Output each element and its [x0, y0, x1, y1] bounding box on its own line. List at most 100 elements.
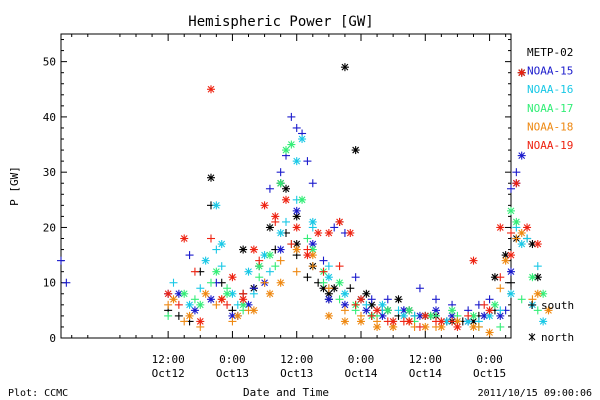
x-tick-label-time: 0:00	[476, 353, 503, 366]
point-noaa-17-north	[282, 146, 290, 155]
point-noaa-17-north	[383, 306, 392, 315]
point-noaa-16-north	[378, 300, 387, 309]
point-noaa-15-north	[207, 295, 215, 304]
point-noaa-17-south	[517, 295, 526, 304]
point-metp-02-north	[362, 289, 371, 298]
footer-plot-credit: Plot: CCMC	[8, 388, 68, 399]
point-noaa-16-south	[217, 262, 226, 271]
point-noaa-17-south	[496, 322, 505, 331]
point-noaa-17-north	[287, 140, 296, 149]
point-noaa-17-north	[212, 267, 221, 276]
point-noaa-15-south	[185, 251, 194, 260]
point-noaa-15-south	[485, 295, 494, 304]
point-noaa-19-south	[207, 234, 215, 243]
point-noaa-17-south	[335, 295, 344, 304]
point-noaa-18-north	[233, 311, 242, 320]
marker-legend-label-south: south	[541, 299, 574, 312]
point-noaa-17-north	[507, 206, 515, 215]
point-noaa-19-north	[512, 179, 521, 188]
point-noaa-17-south	[303, 234, 312, 243]
point-noaa-17-north	[405, 306, 414, 315]
point-noaa-15-north	[292, 206, 301, 215]
x-tick-label-time: 0:00	[219, 353, 246, 366]
point-noaa-16-north	[201, 256, 210, 265]
point-noaa-16-south	[212, 245, 221, 254]
point-noaa-16-south	[324, 262, 333, 271]
x-tick-label-time: 0:00	[348, 353, 375, 366]
x-tick-label-date: Oct12	[152, 367, 185, 380]
point-noaa-18-north	[249, 306, 258, 315]
point-noaa-15-south	[512, 168, 521, 177]
point-noaa-17-south	[190, 295, 199, 304]
point-noaa-15-south	[330, 223, 339, 232]
point-noaa-15-north	[517, 151, 526, 160]
point-noaa-19-north	[496, 223, 505, 232]
point-noaa-17-south	[207, 278, 215, 287]
point-noaa-16-north	[244, 267, 253, 276]
point-noaa-15-south	[57, 256, 65, 265]
point-noaa-16-north	[217, 240, 226, 249]
point-noaa-19-south	[367, 311, 376, 320]
point-noaa-16-north	[340, 289, 349, 298]
point-noaa-15-south	[415, 284, 424, 293]
point-noaa-15-south	[432, 295, 440, 304]
legend-entry-noaa-15: NOAA-15	[527, 65, 573, 78]
point-noaa-19-north	[260, 201, 269, 210]
point-noaa-18-south	[260, 278, 269, 287]
point-noaa-17-north	[335, 278, 344, 287]
point-noaa-19-north	[357, 295, 365, 304]
point-noaa-18-south	[340, 306, 349, 315]
point-metp-02-north	[490, 273, 499, 282]
point-noaa-17-north	[276, 179, 285, 188]
point-noaa-15-south	[303, 157, 312, 166]
point-noaa-19-south	[335, 262, 344, 271]
point-noaa-15-north	[276, 245, 285, 254]
point-noaa-18-north	[501, 256, 510, 265]
point-noaa-15-south	[383, 295, 392, 304]
point-noaa-17-north	[265, 251, 274, 260]
point-noaa-16-north	[212, 201, 221, 210]
point-noaa-16-south	[265, 267, 274, 276]
point-noaa-18-north	[485, 328, 494, 337]
point-noaa-19-north	[324, 228, 333, 237]
point-metp-02-north	[330, 284, 339, 293]
point-noaa-18-north	[533, 289, 542, 298]
chart-title: Hemispheric Power [GW]	[188, 14, 373, 30]
point-noaa-15-south	[367, 295, 376, 304]
point-noaa-17-north	[180, 289, 189, 298]
point-noaa-16-north	[298, 135, 307, 144]
point-metp-02-north	[351, 146, 360, 155]
point-noaa-17-north	[448, 306, 457, 315]
y-tick-label: 20	[43, 221, 56, 234]
y-axis: 0 10 20 30 40 50	[43, 39, 511, 345]
point-noaa-19-north	[196, 317, 205, 326]
point-noaa-19-north	[164, 289, 173, 298]
point-noaa-19-north	[335, 217, 344, 226]
point-noaa-19-north	[282, 195, 290, 204]
point-noaa-19-north	[533, 240, 542, 249]
point-noaa-17-north	[255, 262, 264, 271]
footer-timestamp: 2011/10/15 09:00:06	[478, 388, 592, 399]
point-noaa-18-north	[357, 317, 365, 326]
point-noaa-19-north	[373, 306, 382, 315]
point-noaa-16-south	[196, 284, 205, 293]
point-noaa-19-north	[249, 245, 258, 254]
point-noaa-17-north	[528, 273, 537, 282]
point-noaa-18-south	[164, 300, 173, 309]
point-noaa-19-north	[405, 317, 414, 326]
x-tick-label-date: Oct14	[409, 367, 442, 380]
point-noaa-18-north	[469, 322, 478, 331]
point-noaa-19-south	[174, 300, 183, 309]
point-noaa-18-south	[496, 284, 505, 293]
x-axis-label: Date and Time	[243, 386, 329, 399]
x-tick-label-date: Oct13	[216, 367, 249, 380]
point-noaa-17-north	[426, 311, 435, 320]
point-noaa-17-south	[271, 262, 280, 271]
point-noaa-18-north	[185, 311, 194, 320]
point-noaa-19-south	[319, 267, 328, 276]
point-noaa-19-north	[453, 322, 462, 331]
point-noaa-17-north	[490, 300, 499, 309]
legend: METP-02 NOAA-15 NOAA-16 NOAA-17 NOAA-18 NOAA-…	[527, 46, 573, 152]
point-noaa-15-north	[190, 306, 199, 315]
